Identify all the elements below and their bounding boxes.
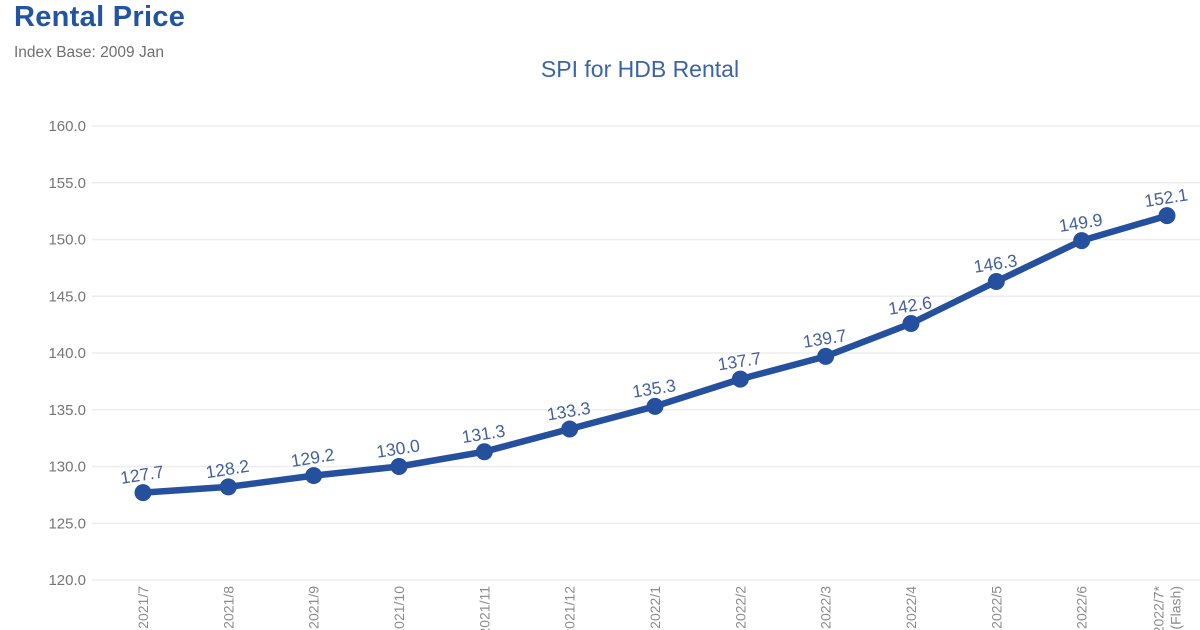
data-point bbox=[987, 272, 1005, 290]
x-axis-tick-label: 2021/10 bbox=[391, 586, 407, 630]
x-axis-tick-label: 2021/12 bbox=[562, 586, 578, 630]
data-point-label: 137.7 bbox=[716, 348, 762, 375]
data-point-label: 127.7 bbox=[119, 461, 165, 488]
x-axis-tick-label: 2022/6 bbox=[1074, 586, 1090, 629]
x-axis-tick-label: 2022/7* bbox=[1151, 585, 1167, 630]
x-axis-tick-label: 2021/9 bbox=[306, 586, 322, 629]
data-point-label: 130.0 bbox=[375, 435, 422, 462]
y-axis-tick-label: 130.0 bbox=[48, 459, 86, 476]
page-title: Rental Price bbox=[14, 1, 186, 33]
x-axis-tick-label: 2021/7 bbox=[135, 586, 151, 629]
y-axis-tick-label: 120.0 bbox=[48, 572, 86, 589]
y-axis-tick-label: 135.0 bbox=[48, 402, 86, 419]
y-axis-tick-label: 155.0 bbox=[48, 175, 86, 192]
y-axis-tick-label: 145.0 bbox=[48, 288, 86, 305]
data-point bbox=[561, 420, 579, 438]
x-axis-tick-label: 2021/11 bbox=[476, 586, 492, 630]
data-point bbox=[219, 478, 237, 496]
data-point bbox=[817, 347, 835, 365]
x-axis-tick-label: 2022/2 bbox=[732, 586, 748, 629]
data-point-label: 133.3 bbox=[546, 398, 592, 425]
data-point bbox=[731, 370, 749, 388]
index-base-note: Index Base: 2009 Jan bbox=[14, 44, 164, 61]
data-point bbox=[1158, 207, 1176, 225]
data-point bbox=[390, 458, 408, 475]
data-point-label: 128.2 bbox=[204, 456, 250, 483]
data-point bbox=[475, 443, 493, 461]
y-axis-tick-label: 160.0 bbox=[48, 118, 86, 135]
y-axis-tick-label: 150.0 bbox=[48, 232, 86, 249]
chart-title: SPI for HDB Rental bbox=[540, 56, 740, 82]
x-axis-tick-label: 2022/5 bbox=[988, 586, 1004, 629]
data-point bbox=[646, 397, 664, 415]
data-point bbox=[1073, 232, 1091, 250]
data-point-label: 131.3 bbox=[460, 421, 506, 448]
y-axis-tick-label: 140.0 bbox=[48, 345, 86, 362]
x-axis-tick-label: (Flash) bbox=[1168, 586, 1184, 630]
data-point-label: 152.1 bbox=[1143, 184, 1189, 211]
data-point bbox=[134, 484, 152, 502]
x-axis-tick-label: 2021/8 bbox=[220, 586, 236, 629]
x-axis-tick-label: 2022/3 bbox=[818, 586, 834, 629]
y-axis-tick-label: 125.0 bbox=[48, 515, 86, 532]
data-point bbox=[305, 467, 323, 485]
data-point bbox=[902, 314, 920, 332]
x-axis-tick-label: 2022/4 bbox=[903, 586, 919, 629]
x-axis-tick-label: 2022/1 bbox=[647, 586, 663, 629]
data-point-label: 149.9 bbox=[1058, 209, 1104, 236]
data-point-label: 135.3 bbox=[631, 375, 677, 402]
